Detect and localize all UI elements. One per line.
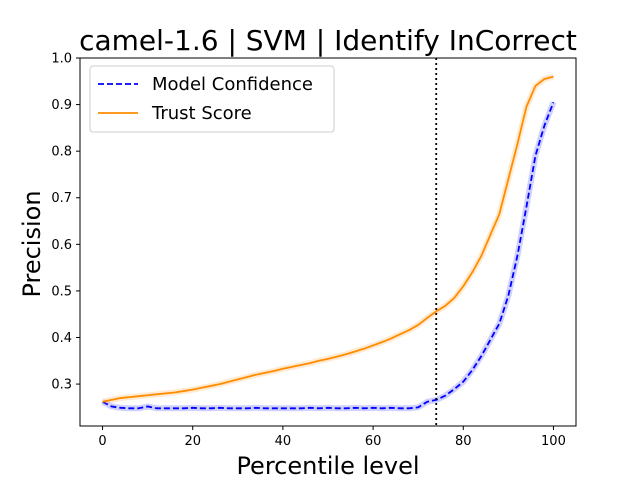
y-tick-label: 0.3: [51, 378, 72, 393]
series-band-1: [101, 101, 557, 412]
legend-box: [89, 65, 335, 133]
y-tick-label: 1.0: [51, 52, 72, 67]
plot-frame: [79, 57, 577, 427]
series-line-2: [102, 75, 554, 403]
y-tick-label: 0.9: [51, 98, 72, 113]
x-tick-label: 20: [184, 434, 201, 449]
legend-label-2: Trust Score: [151, 103, 252, 124]
y-tick-label: 0.5: [51, 284, 72, 299]
legend-label-1: Model Confidence: [152, 74, 313, 95]
x-tick-label: 100: [541, 434, 566, 449]
x-tick-label: 40: [275, 434, 292, 449]
chart-title: camel-1.6 | SVM | Identify InCorrect: [79, 24, 577, 57]
y-tick-label: 0.8: [51, 145, 72, 160]
x-axis-label: Percentile level: [236, 452, 419, 480]
y-tick-label: 0.4: [51, 331, 72, 346]
y-axis-label: Precision: [18, 190, 46, 297]
x-tick-label: 80: [455, 434, 472, 449]
x-tick-label: 60: [365, 434, 382, 449]
plot-area: 0 20 40 60 80 100 0.3 0.4 0.5 0.6 0.7 0.8 0.9 1.0: [51, 52, 577, 449]
y-tick-label: 0.7: [51, 191, 72, 206]
series-line-1: [102, 101, 555, 410]
y-tick-label: 0.6: [51, 238, 72, 253]
legend: Model Confidence Trust Score: [89, 65, 335, 133]
x-tick-label: 0: [98, 434, 106, 449]
